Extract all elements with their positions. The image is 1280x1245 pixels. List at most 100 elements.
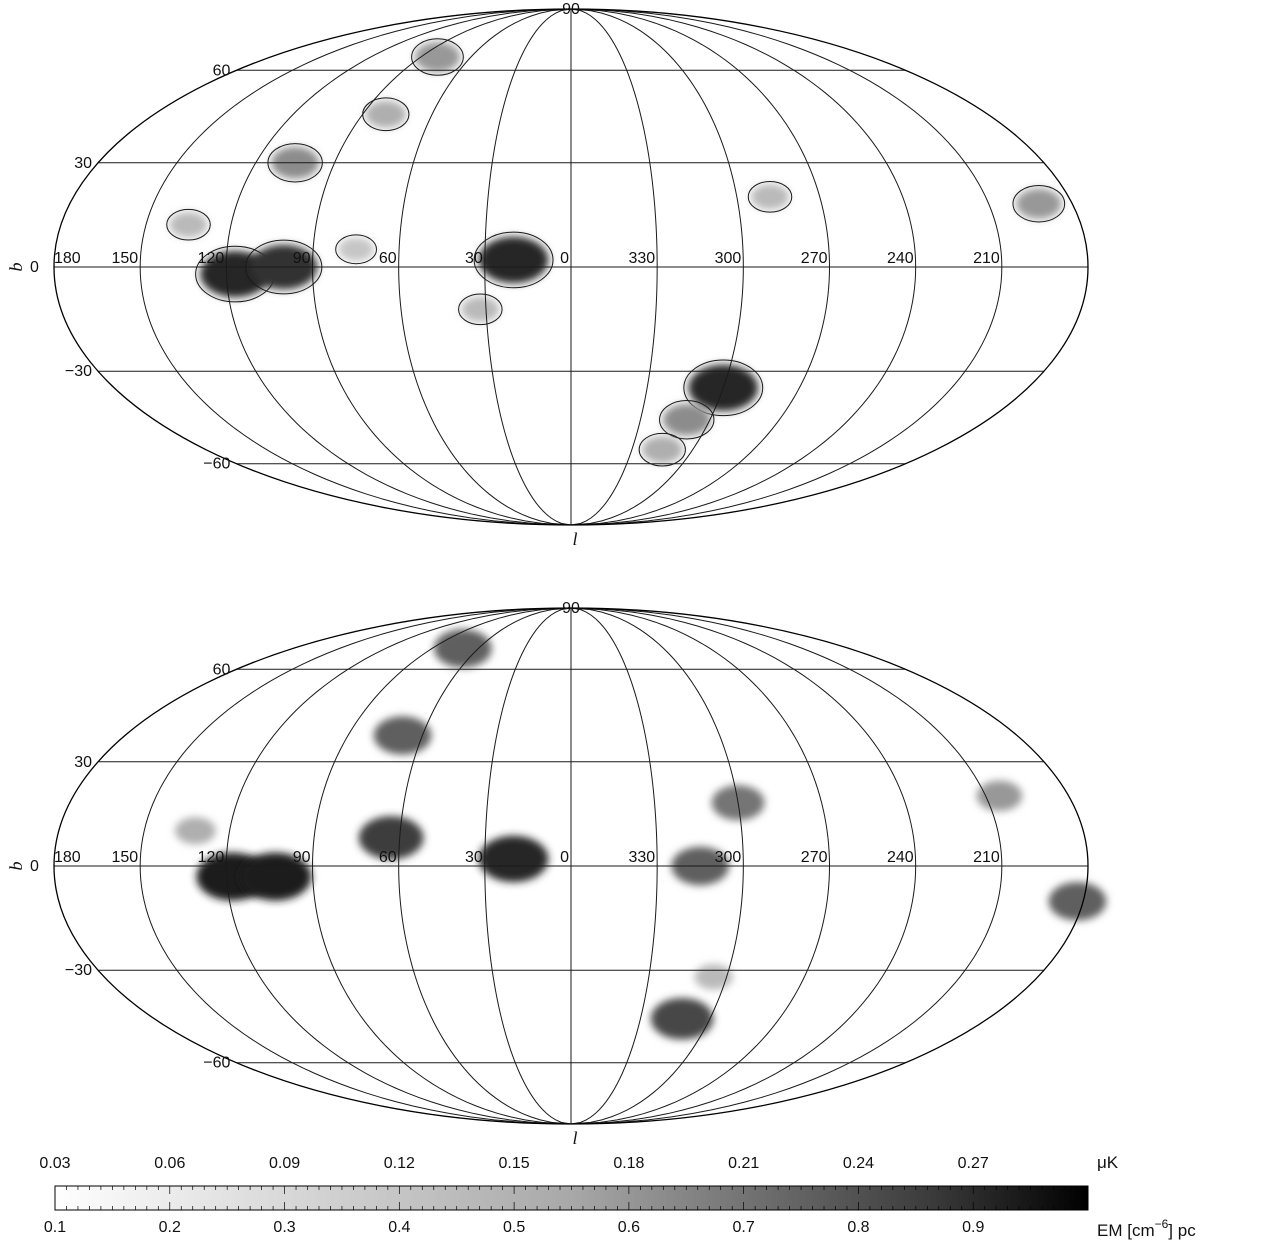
colorbar-minor-ticks	[54, 1186, 1089, 1210]
longitude-tick-label: 150	[111, 849, 138, 866]
longitude-tick-labels: 180 150 120 90 60 30 0 330 300 270 240 210	[54, 849, 1000, 866]
longitude-tick-label: 330	[628, 250, 655, 267]
colorbar-top-unit: μK	[1097, 1153, 1119, 1172]
map-outline	[53, 607, 1089, 1125]
contour-line	[411, 38, 464, 76]
longitude-tick-label: 180	[54, 250, 81, 267]
colorbar-top-tick-label: 0.21	[728, 1155, 759, 1172]
contour-line	[473, 231, 554, 289]
longitude-tick-label: 210	[973, 849, 1000, 866]
latitude-tick-label: −60	[203, 456, 230, 473]
latitude-tick-label: −30	[65, 363, 92, 380]
colorbar-bottom-tick-label: 0.2	[159, 1219, 181, 1236]
colorbar-bottom-tick-label: 0.9	[962, 1219, 984, 1236]
emission-feature	[414, 41, 461, 73]
emission-feature	[478, 236, 549, 284]
emission-feature	[239, 852, 312, 901]
colorbar-top-tick-label: 0.18	[613, 1155, 644, 1172]
latitude-tick-label: 30	[74, 754, 92, 771]
colorbar-bottom-tick-label: 0.5	[503, 1219, 525, 1236]
longitude-tick-label: 240	[887, 250, 914, 267]
colorbar: 0.03 0.06 0.09 0.12 0.15 0.18 0.21 0.24 0.27 μK …	[39, 1153, 1196, 1240]
y-axis-label: b	[6, 263, 26, 272]
latitude-tick-label: 0	[30, 259, 39, 276]
graticule	[54, 8, 1088, 526]
graticule	[54, 607, 1088, 1125]
emission-features	[175, 629, 1107, 1040]
longitude-tick-label: 60	[379, 250, 397, 267]
longitude-tick-label: 30	[465, 250, 483, 267]
emission-feature	[641, 436, 683, 464]
longitude-tick-label: 90	[293, 849, 311, 866]
longitude-tick-label: 180	[54, 849, 81, 866]
emission-feature	[478, 835, 549, 883]
longitude-tick-label: 0	[560, 250, 569, 267]
emission-feature	[373, 716, 432, 755]
colorbar-bottom-tick-label: 0.3	[273, 1219, 295, 1236]
contour-line	[458, 293, 503, 326]
longitude-tick-label: 210	[973, 250, 1000, 267]
contour-line	[659, 400, 715, 440]
latitude-tick-label: 0	[30, 858, 39, 875]
latitude-tick-labels: 90 60 30 −30 −60 0	[30, 1, 580, 473]
longitude-tick-label: 240	[887, 849, 914, 866]
x-axis-label: l	[572, 1128, 577, 1148]
colorbar-top-tick-label: 0.03	[39, 1155, 70, 1172]
colorbar-bottom-tick-label: 0.1	[44, 1219, 66, 1236]
latitude-tick-label: 30	[74, 155, 92, 172]
longitude-tick-label: 30	[465, 849, 483, 866]
colorbar-top-tick-label: 0.09	[269, 1155, 300, 1172]
colorbar-top-tick-label: 0.24	[843, 1155, 874, 1172]
contour-line	[683, 359, 764, 417]
contour-line	[335, 234, 377, 265]
colorbar-bottom-tick-label: 0.4	[388, 1219, 410, 1236]
y-axis-label: b	[6, 862, 26, 871]
longitude-tick-label: 270	[801, 250, 828, 267]
longitude-tick-label: 120	[198, 250, 225, 267]
contour-line	[638, 432, 686, 467]
longitude-tick-label: 270	[801, 849, 828, 866]
emission-feature	[1048, 882, 1107, 921]
colorbar-bottom-unit: EM [cm−6] pc	[1097, 1217, 1196, 1240]
latitude-tick-label: −30	[65, 962, 92, 979]
contour-line	[747, 180, 793, 213]
latitude-tick-label: 60	[213, 661, 231, 678]
contour-line	[1012, 185, 1066, 223]
x-axis-label: l	[572, 529, 577, 549]
emission-feature	[434, 629, 492, 668]
emission-feature	[175, 817, 216, 845]
longitude-tick-label: 120	[198, 849, 225, 866]
emission-feature	[169, 211, 208, 238]
emission-feature	[365, 100, 407, 128]
emission-feature	[358, 816, 424, 860]
emission-feature	[976, 780, 1023, 812]
longitude-tick-label: 150	[111, 250, 138, 267]
latitude-tick-label: 90	[562, 600, 580, 617]
longitude-tick-label: 330	[628, 849, 655, 866]
longitude-tick-label: 300	[715, 849, 742, 866]
emission-feature	[662, 403, 711, 436]
latitude-tick-label: −60	[203, 1055, 230, 1072]
colorbar-bottom-tick-label: 0.7	[733, 1219, 755, 1236]
map-outline	[53, 8, 1089, 526]
emission-feature	[1016, 188, 1062, 219]
emission-feature	[750, 184, 790, 210]
longitude-tick-label: 300	[715, 250, 742, 267]
longitude-tick-labels: 180 150 120 90 60 30 0 330 300 270 240 210	[54, 250, 1000, 267]
colorbar-top-tick-label: 0.15	[499, 1155, 530, 1172]
colorbar-top-tick-label: 0.06	[154, 1155, 185, 1172]
colorbar-bottom-tick-label: 0.8	[847, 1219, 869, 1236]
latitude-tick-label: 90	[562, 1, 580, 18]
colorbar-top-tick-label: 0.27	[958, 1155, 989, 1172]
emission-feature	[338, 237, 375, 262]
longitude-tick-label: 90	[293, 250, 311, 267]
contour-line	[166, 208, 211, 241]
latitude-tick-label: 60	[213, 62, 231, 79]
colorbar-bottom-ticks: 0.1 0.2 0.3 0.4 0.5 0.6 0.7 0.8 0.9	[44, 1219, 985, 1236]
map-panel-bottom: 180 150 120 90 60 30 0 330 300 270 240 210906030−30…	[6, 600, 1107, 1148]
map-panel-top: 180 150 120 90 60 30 0 330 300 270 240 210906030−30…	[6, 1, 1089, 549]
colorbar-top-ticks: 0.03 0.06 0.09 0.12 0.15 0.18 0.21 0.24 0.27	[39, 1155, 988, 1172]
emission-feature	[461, 296, 500, 323]
colorbar-bottom-tick-label: 0.6	[618, 1219, 640, 1236]
